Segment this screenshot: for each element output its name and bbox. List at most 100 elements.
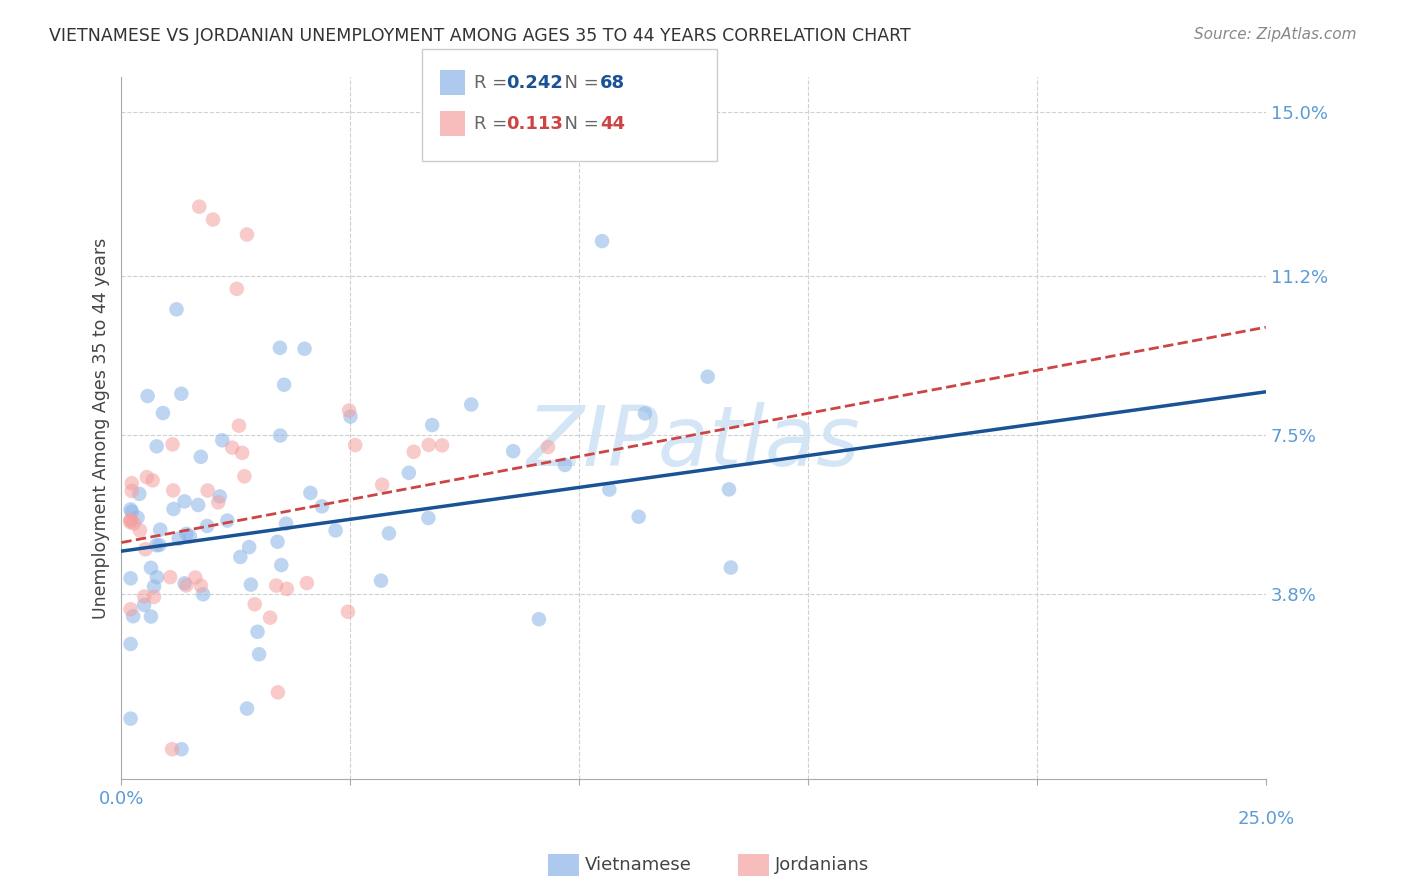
Vietnamese — [269, 428, 291, 442]
Vietnamese — [120, 571, 142, 585]
Vietnamese — [120, 637, 142, 651]
Jordanians — [142, 590, 165, 604]
Vietnamese — [270, 558, 292, 572]
Vietnamese — [720, 560, 742, 574]
Vietnamese — [122, 609, 145, 624]
Vietnamese — [170, 742, 193, 756]
Vietnamese — [717, 483, 740, 497]
Vietnamese — [238, 540, 260, 554]
Vietnamese — [696, 369, 718, 384]
Vietnamese — [269, 341, 291, 355]
Vietnamese — [187, 498, 209, 512]
Jordanians — [121, 483, 143, 498]
Vietnamese — [179, 529, 201, 543]
Jordanians — [207, 495, 229, 509]
Jordanians — [418, 438, 440, 452]
Vietnamese — [132, 598, 155, 612]
Vietnamese — [311, 500, 333, 514]
Vietnamese — [299, 486, 322, 500]
Vietnamese — [598, 483, 620, 497]
Jordanians — [430, 438, 453, 452]
Vietnamese — [152, 406, 174, 420]
Vietnamese — [120, 502, 142, 516]
Vietnamese — [246, 624, 269, 639]
Text: ZIPatlas: ZIPatlas — [527, 402, 860, 483]
Text: 44: 44 — [600, 115, 626, 133]
Jordanians — [236, 227, 259, 242]
Vietnamese — [195, 519, 218, 533]
Jordanians — [259, 610, 281, 624]
Text: 0.113: 0.113 — [506, 115, 562, 133]
Vietnamese — [128, 487, 150, 501]
Vietnamese — [120, 712, 142, 726]
Vietnamese — [527, 612, 550, 626]
Text: N =: N = — [553, 115, 605, 133]
Vietnamese — [274, 516, 297, 531]
Jordanians — [121, 476, 143, 491]
Text: Vietnamese: Vietnamese — [585, 856, 692, 874]
Y-axis label: Unemployment Among Ages 35 to 44 years: Unemployment Among Ages 35 to 44 years — [93, 238, 110, 619]
Vietnamese — [166, 302, 188, 317]
Vietnamese — [143, 580, 166, 594]
Jordanians — [134, 590, 156, 604]
Jordanians — [337, 403, 360, 417]
Vietnamese — [170, 386, 193, 401]
Vietnamese — [273, 377, 295, 392]
Jordanians — [162, 437, 184, 451]
Vietnamese — [176, 527, 198, 541]
Text: R =: R = — [474, 115, 513, 133]
Vietnamese — [211, 434, 233, 448]
Vietnamese — [146, 570, 169, 584]
Jordanians — [228, 418, 250, 433]
Vietnamese — [591, 234, 613, 248]
Jordanians — [160, 742, 183, 756]
Vietnamese — [247, 647, 270, 661]
Jordanians — [402, 444, 425, 458]
Vietnamese — [121, 505, 143, 519]
Jordanians — [188, 200, 211, 214]
Vietnamese — [266, 534, 288, 549]
Vietnamese — [145, 538, 167, 552]
Vietnamese — [229, 549, 252, 564]
Vietnamese — [208, 490, 231, 504]
Jordanians — [371, 477, 394, 491]
Jordanians — [176, 578, 198, 592]
Jordanians — [336, 605, 359, 619]
Jordanians — [264, 578, 287, 592]
Vietnamese — [378, 526, 401, 541]
Vietnamese — [127, 510, 149, 524]
Jordanians — [129, 524, 152, 538]
Jordanians — [295, 576, 318, 591]
Vietnamese — [294, 342, 316, 356]
Text: 25.0%: 25.0% — [1237, 810, 1295, 828]
Jordanians — [243, 597, 266, 611]
Jordanians — [142, 474, 165, 488]
Jordanians — [231, 446, 253, 460]
Vietnamese — [136, 389, 159, 403]
Jordanians — [135, 470, 157, 484]
Jordanians — [120, 514, 142, 528]
Vietnamese — [370, 574, 392, 588]
Text: 0.242: 0.242 — [506, 74, 562, 92]
Vietnamese — [190, 450, 212, 464]
Vietnamese — [634, 407, 657, 421]
Jordanians — [221, 441, 243, 455]
Vietnamese — [167, 532, 190, 546]
Vietnamese — [627, 509, 650, 524]
Jordanians — [197, 483, 219, 498]
Jordanians — [120, 516, 142, 530]
Jordanians — [233, 469, 256, 483]
Vietnamese — [162, 502, 184, 516]
Vietnamese — [191, 587, 214, 601]
Jordanians — [537, 440, 560, 454]
Jordanians — [267, 685, 290, 699]
Vietnamese — [145, 439, 167, 453]
Jordanians — [120, 513, 142, 527]
Text: Source: ZipAtlas.com: Source: ZipAtlas.com — [1194, 27, 1357, 42]
Jordanians — [201, 212, 224, 227]
Jordanians — [190, 579, 212, 593]
Text: VIETNAMESE VS JORDANIAN UNEMPLOYMENT AMONG AGES 35 TO 44 YEARS CORRELATION CHART: VIETNAMESE VS JORDANIAN UNEMPLOYMENT AMO… — [49, 27, 911, 45]
Vietnamese — [173, 576, 195, 591]
Jordanians — [225, 282, 247, 296]
Jordanians — [344, 438, 367, 452]
